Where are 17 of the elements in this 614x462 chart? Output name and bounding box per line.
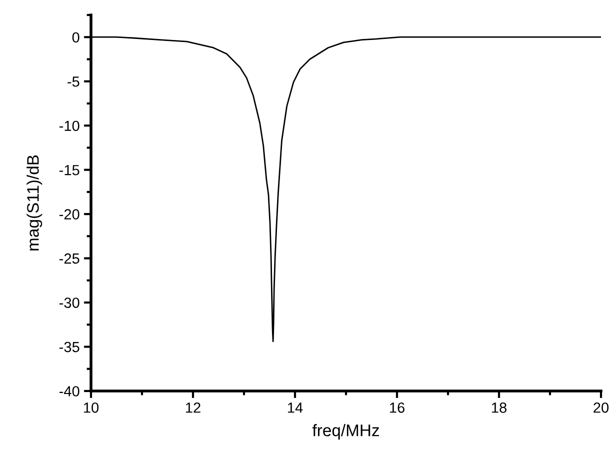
y-tick-label: -5 [68,76,80,87]
y-tick-label: -10 [59,120,80,132]
x-tick-label: 10 [84,402,99,413]
x-axis-title: freq/MHz [312,424,379,440]
y-tick-label: -30 [59,298,80,308]
y-tick-label: -15 [59,165,80,176]
y-tick-label: -40 [59,386,80,396]
y-tick-label: 0 [72,32,80,43]
x-tick-label: 18 [492,402,506,413]
y-axis-title: mag(S11)/dB [26,155,42,250]
x-tick-label: 12 [186,402,200,413]
y-tick-label: -25 [59,253,80,264]
x-tick-label: 14 [288,402,303,413]
y-tick-label: -35 [59,342,80,352]
x-tick-label: 20 [594,402,609,413]
y-tick-label: -20 [59,209,80,220]
x-tick-label: 16 [390,402,404,413]
